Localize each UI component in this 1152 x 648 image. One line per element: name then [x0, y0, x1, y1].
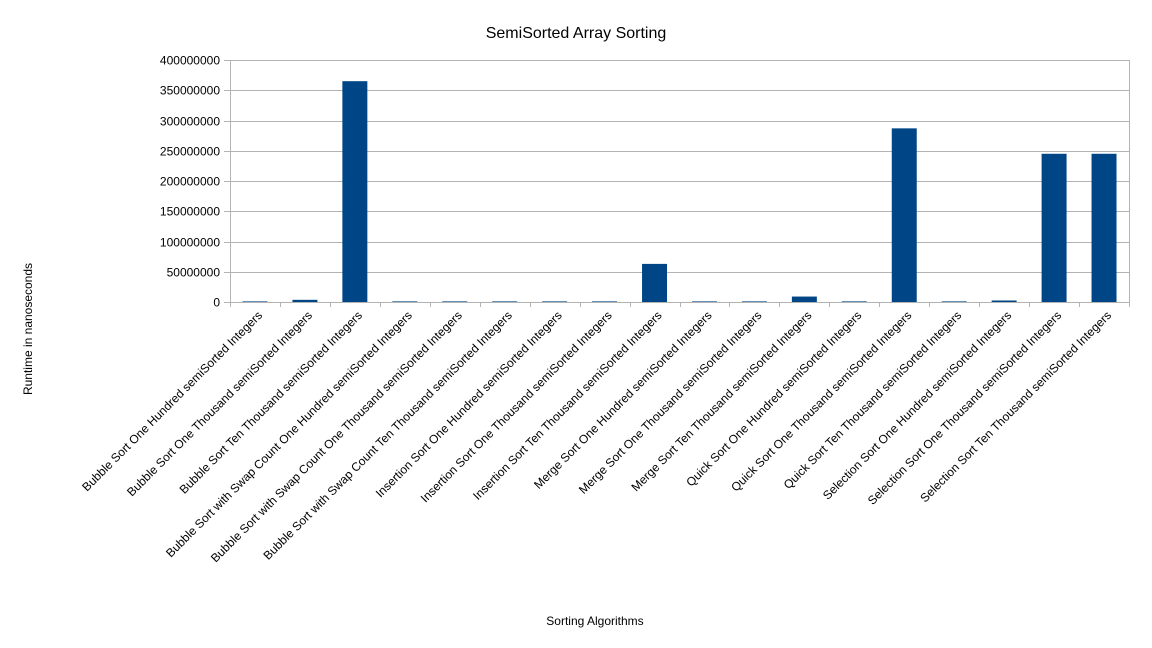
- bar: [642, 263, 668, 302]
- x-tick-label: Merge Sort One Thousand semiSorted Integ…: [576, 308, 765, 497]
- y-tick-label: 300000000: [160, 115, 220, 129]
- x-tick-label: Bubble Sort Ten Thousand semiSorted Inte…: [177, 308, 365, 496]
- bar: [791, 296, 817, 302]
- bar: [492, 301, 518, 302]
- y-tick-labels: 0 50000000 100000000 150000000 200000000 2500…: [160, 54, 220, 310]
- bar: [991, 300, 1017, 302]
- bar: [1091, 153, 1117, 302]
- x-tick-label: Insertion Sort One Thousand semiSorted I…: [418, 308, 615, 505]
- bar: [342, 81, 368, 302]
- bars: [242, 81, 1117, 302]
- x-tick-label: Bubble Sort One Hundred semiSorted Integ…: [79, 308, 265, 494]
- x-tick-label: Merge Sort One Hundred semiSorted Intege…: [531, 308, 714, 491]
- bar: [542, 301, 568, 302]
- bar: [242, 301, 268, 302]
- bar: [292, 299, 318, 302]
- y-tick-label: 350000000: [160, 84, 220, 98]
- x-tick-labels: Bubble Sort One Hundred semiSorted Integ…: [79, 308, 1114, 565]
- bar: [442, 301, 468, 302]
- bar: [841, 301, 867, 302]
- x-tick-label: Merge Sort Ten Thousand semiSorted Integ…: [628, 308, 814, 494]
- bar: [691, 301, 717, 302]
- x-tick-label: Insertion Sort Ten Thousand semiSorted I…: [470, 308, 664, 502]
- x-tick-label: Quick Sort Ten Thousand semiSorted Integ…: [781, 308, 965, 492]
- y-tick-label: 250000000: [160, 145, 220, 159]
- x-tick-label: Selection Sort One Hundred semiSorted In…: [820, 308, 1014, 502]
- x-tick-label: Insertion Sort One Hundred semiSorted In…: [373, 308, 565, 500]
- y-tick-label: 50000000: [167, 266, 221, 280]
- y-tick-label: 0: [213, 296, 220, 310]
- y-tick-label: 150000000: [160, 205, 220, 219]
- y-tick-label: 100000000: [160, 236, 220, 250]
- x-tick-label: Quick Sort One Hundred semiSorted Intege…: [683, 308, 864, 489]
- x-tick-label: Bubble Sort One Thousand semiSorted Inte…: [124, 308, 315, 499]
- chart-title: SemiSorted Array Sorting: [486, 25, 667, 42]
- x-tick-label: Selection Sort Ten Thousand semiSorted I…: [917, 308, 1114, 505]
- bar: [1041, 153, 1067, 302]
- y-tick-label: 200000000: [160, 175, 220, 189]
- grid-lines: [224, 60, 1130, 307]
- x-axis-label: Sorting Algorithms: [546, 614, 643, 628]
- y-axis-label: Runtime in nanoseconds: [21, 263, 35, 395]
- bar: [592, 301, 618, 302]
- x-tick-label: Bubble Sort with Swap Count One Hundred …: [163, 308, 415, 560]
- bar: [941, 301, 967, 302]
- bar: [392, 301, 418, 302]
- y-tick-label: 400000000: [160, 54, 220, 68]
- bar: [741, 301, 767, 302]
- x-tick-label: Quick Sort One Thousand semiSorted Integ…: [728, 308, 914, 494]
- x-tick-label: Selection Sort One Thousand semiSorted I…: [865, 308, 1064, 507]
- bar: [891, 128, 917, 302]
